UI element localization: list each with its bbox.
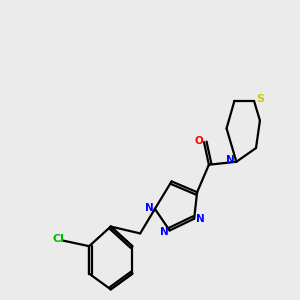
Text: Cl: Cl [52,233,64,244]
Text: N: N [145,203,153,213]
Text: S: S [256,94,264,103]
Text: O: O [194,136,203,146]
Text: N: N [196,214,204,224]
Text: N: N [160,227,169,237]
Text: N: N [226,155,234,165]
